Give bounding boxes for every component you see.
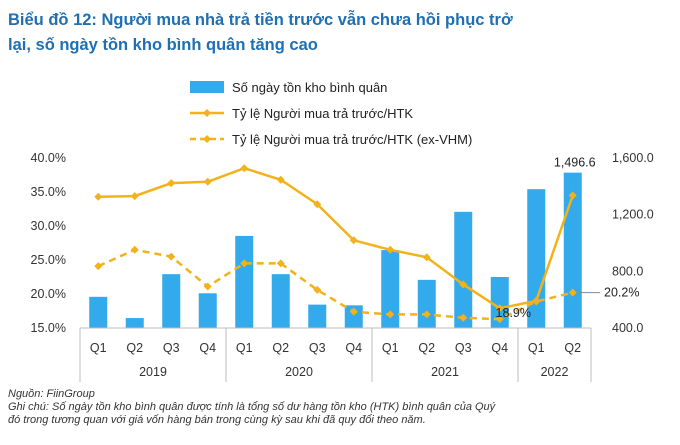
- legend-item-line: Tỷ lệ Người mua trả trước/HTK: [190, 100, 472, 126]
- dashed-min-value-label: 18.9%: [496, 306, 531, 320]
- prepaid-ratio-line-marker: [276, 175, 285, 184]
- year-label: 2020: [285, 365, 313, 379]
- prepaid-ratio-exvhm-line-marker: [349, 307, 358, 316]
- right-axis-tick-label: 800.0: [612, 264, 643, 278]
- legend-label-dashed: Tỷ lệ Người mua trả trước/HTK (ex-VHM): [232, 131, 473, 147]
- legend-bar-swatch: [190, 80, 224, 94]
- prepaid-ratio-line-marker: [495, 304, 504, 313]
- prepaid-ratio-exvhm-line-marker: [276, 259, 285, 268]
- prepaid-ratio-line-marker: [568, 191, 577, 200]
- legend-label-line: Tỷ lệ Người mua trả trước/HTK: [232, 105, 414, 121]
- prepaid-ratio-line-marker: [203, 177, 212, 186]
- x-tick-label: Q1: [90, 341, 107, 355]
- prepaid-ratio-line-marker: [313, 200, 322, 209]
- legend-dashed-swatch: [190, 132, 224, 146]
- prepaid-ratio-exvhm-line-marker: [203, 282, 212, 291]
- chart-title-line2: lại, số ngày tồn kho bình quân tăng cao: [8, 36, 318, 54]
- chart-title: Biểu đồ 12: Người mua nhà trả tiền trước…: [8, 8, 648, 58]
- x-tick-label: Q3: [455, 341, 472, 355]
- prepaid-ratio-exvhm-line-path: [97, 248, 574, 321]
- prepaid-ratio-line-marker: [386, 245, 395, 254]
- dashed-last-value-label: 20.2%: [604, 286, 639, 300]
- right-axis-tick-label: 1,200.0: [612, 208, 654, 222]
- bar: [381, 250, 400, 328]
- footnote-line2: đó trong tương quan với giá vốn hàng bán…: [8, 414, 426, 426]
- prepaid-ratio-exvhm-line-marker: [167, 252, 176, 261]
- left-axis-tick-label: 30.0%: [31, 219, 66, 233]
- prepaid-ratio-exvhm-line-marker: [422, 310, 431, 319]
- right-axis-tick-label: 1,600.0: [612, 151, 654, 165]
- left-axis-tick-label: 15.0%: [31, 321, 66, 335]
- bar: [89, 296, 108, 328]
- prepaid-ratio-exvhm-line-marker: [240, 259, 249, 268]
- source-note: Nguồn: FiinGroup: [8, 388, 95, 400]
- bar-last-value-label: 1,496.6: [554, 156, 596, 170]
- prepaid-ratio-line-marker: [130, 192, 139, 201]
- chart-title-line1: Biểu đồ 12: Người mua nhà trả tiền trước…: [8, 11, 513, 29]
- prepaid-ratio-line-marker: [459, 280, 468, 289]
- x-tick-label: Q2: [126, 341, 143, 355]
- bar: [308, 304, 327, 328]
- prepaid-ratio-exvhm-line-marker: [459, 313, 468, 322]
- left-axis-tick-label: 20.0%: [31, 287, 66, 301]
- x-tick-label: Q2: [418, 341, 435, 355]
- prepaid-ratio-exvhm-line-marker: [568, 288, 577, 297]
- bar: [125, 318, 144, 328]
- bar: [235, 235, 254, 328]
- prepaid-ratio-exvhm-line-marker: [386, 310, 395, 319]
- x-tick-label: Q3: [163, 341, 180, 355]
- bar: [344, 305, 363, 328]
- x-tick-label: Q3: [309, 341, 326, 355]
- legend: Số ngày tồn kho bình quân Tỷ lệ Người mu…: [190, 74, 472, 152]
- x-tick-label: Q4: [491, 341, 508, 355]
- prepaid-ratio-exvhm-line-marker: [313, 285, 322, 294]
- prepaid-ratio-line-marker: [240, 164, 249, 173]
- prepaid-ratio-line-marker: [422, 253, 431, 262]
- prepaid-ratio-exvhm-line-marker: [495, 315, 504, 324]
- year-label: 2021: [431, 365, 459, 379]
- bar: [527, 189, 546, 328]
- year-label: 2022: [541, 365, 569, 379]
- bar: [162, 274, 181, 328]
- footnote-line1: Ghi chú: Số ngày tồn kho bình quân được …: [8, 401, 496, 413]
- year-label: 2019: [139, 365, 167, 379]
- bar: [417, 279, 436, 328]
- prepaid-ratio-exvhm-line-marker: [130, 245, 139, 254]
- left-axis-tick-label: 25.0%: [31, 253, 66, 267]
- bar: [454, 211, 473, 328]
- prepaid-ratio-line-path: [98, 166, 574, 310]
- x-tick-label: Q4: [345, 341, 362, 355]
- legend-line-swatch: [190, 106, 224, 120]
- x-tick-label: Q2: [272, 341, 289, 355]
- prepaid-ratio-line-marker: [94, 192, 103, 201]
- prepaid-ratio-exvhm-line-marker: [532, 297, 541, 306]
- left-axis-tick-label: 40.0%: [31, 151, 66, 165]
- x-tick-label: Q2: [564, 341, 581, 355]
- x-tick-label: Q4: [199, 341, 216, 355]
- x-tick-label: Q1: [528, 341, 545, 355]
- bar: [198, 293, 217, 328]
- legend-label-bar: Số ngày tồn kho bình quân: [232, 79, 388, 95]
- legend-item-dashed: Tỷ lệ Người mua trả trước/HTK (ex-VHM): [190, 126, 472, 152]
- x-tick-label: Q1: [382, 341, 399, 355]
- x-tick-label: Q1: [236, 341, 253, 355]
- bar: [490, 277, 509, 328]
- bar: [271, 274, 290, 328]
- prepaid-ratio-line-marker: [167, 179, 176, 188]
- prepaid-ratio-line-marker: [349, 236, 358, 245]
- prepaid-ratio-exvhm-line-marker: [94, 262, 103, 271]
- right-axis-tick-label: 400.0: [612, 321, 643, 335]
- legend-item-bar: Số ngày tồn kho bình quân: [190, 74, 472, 100]
- left-axis-tick-label: 35.0%: [31, 185, 66, 199]
